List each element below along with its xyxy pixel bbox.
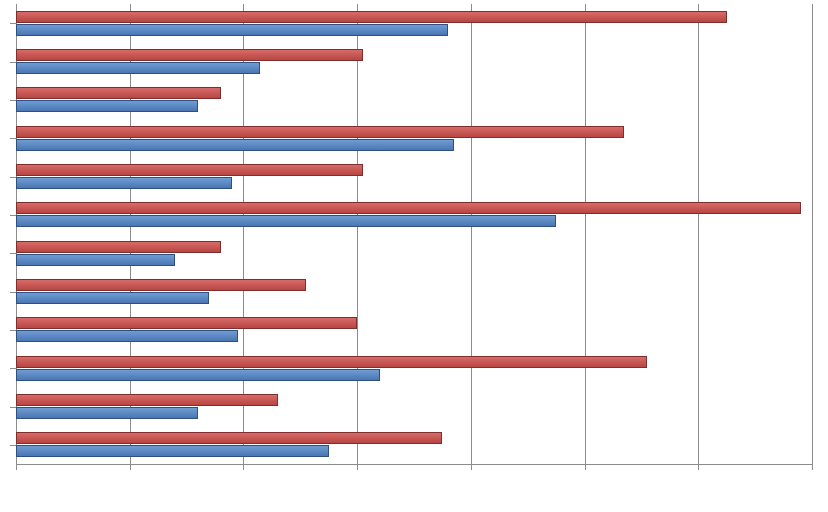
bar-chart (8, 4, 818, 494)
x-tick (812, 464, 813, 470)
bar-series-b (16, 177, 232, 189)
bar-series-b (16, 62, 260, 74)
bar-series-b (16, 215, 556, 227)
bar-series-a (16, 202, 801, 214)
bar-series-a (16, 432, 442, 444)
grid-line (585, 4, 586, 464)
x-axis (16, 464, 812, 465)
plot-area (16, 4, 812, 464)
bar-series-b (16, 139, 454, 151)
bar-series-b (16, 369, 380, 381)
bar-series-b (16, 100, 198, 112)
grid-line (357, 4, 358, 464)
grid-line (471, 4, 472, 464)
bar-series-a (16, 87, 221, 99)
bar-series-b (16, 445, 329, 457)
bar-series-a (16, 356, 647, 368)
bar-series-a (16, 126, 624, 138)
bar-series-b (16, 24, 448, 36)
bar-series-a (16, 49, 363, 61)
bar-series-a (16, 241, 221, 253)
bar-series-a (16, 394, 278, 406)
bar-series-b (16, 292, 209, 304)
bar-series-b (16, 330, 238, 342)
bar-series-b (16, 254, 175, 266)
grid-line (812, 4, 813, 464)
grid-line (698, 4, 699, 464)
bar-series-a (16, 317, 357, 329)
bar-series-a (16, 164, 363, 176)
bar-series-b (16, 407, 198, 419)
bar-series-a (16, 11, 727, 23)
bar-series-a (16, 279, 306, 291)
